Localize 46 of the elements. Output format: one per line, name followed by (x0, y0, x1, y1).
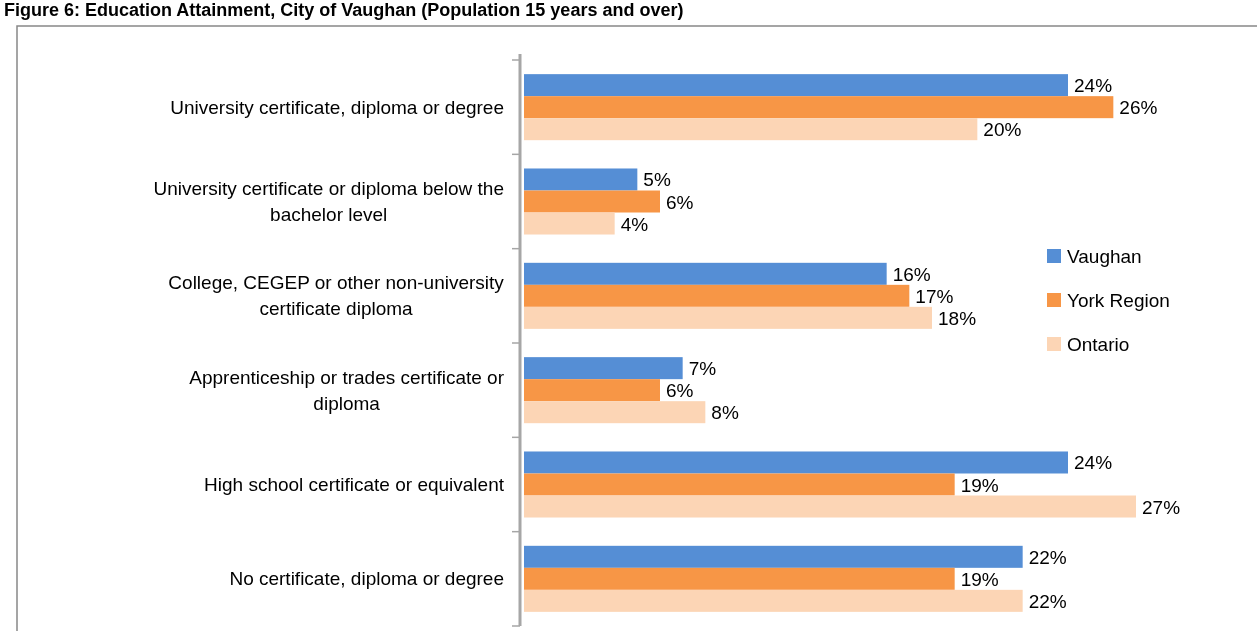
bar (524, 401, 706, 424)
bar (524, 473, 955, 496)
data-label: 6% (666, 191, 694, 212)
legend-label: Vaughan (1067, 245, 1142, 267)
bar (524, 212, 615, 235)
data-label: 6% (666, 379, 694, 401)
bar (524, 168, 638, 191)
y-tick-label: University certificate, diploma or degree (170, 96, 504, 118)
bar (524, 379, 660, 402)
y-tick-label: Apprenticeship or trades certificate or diploma (189, 366, 505, 414)
data-label: 24% (1074, 74, 1113, 96)
bar (524, 567, 955, 590)
data-label: 27% (1142, 496, 1181, 518)
data-label: 19% (960, 474, 999, 495)
y-tick-label: College, CEGEP or other non-university certificate diploma (168, 272, 505, 320)
bar (524, 284, 910, 307)
data-label: 20% (983, 118, 1022, 140)
data-label: 5% (643, 168, 671, 190)
bar (524, 74, 1068, 97)
bar (524, 306, 932, 329)
data-label: 22% (1028, 590, 1067, 612)
data-label: 4% (620, 213, 649, 235)
legend-label: Ontario (1067, 333, 1130, 355)
data-label: 17% (915, 285, 954, 307)
data-label: 18% (938, 307, 977, 329)
bar (524, 357, 683, 380)
data-label: 7% (688, 357, 717, 379)
text: Figure 6: Education Attainment, City of Vaughan (Population 15 years and over) (4, 0, 684, 20)
bar (524, 451, 1068, 474)
data-label: 8% (711, 401, 739, 423)
y-tick-label: No certificate, diploma or degree (229, 568, 505, 590)
data-label: 22% (1028, 546, 1067, 568)
bar (524, 545, 1023, 568)
bar (524, 118, 978, 141)
data-label: 26% (1119, 96, 1158, 118)
bar (524, 262, 887, 285)
data-label: 19% (960, 568, 999, 590)
data-label: 24% (1074, 451, 1113, 473)
bar (524, 589, 1023, 612)
y-tick-label: High school certificate or equivalent (204, 474, 505, 495)
bar (524, 190, 660, 213)
data-label: 16% (892, 263, 931, 285)
legend-label: York Region (1067, 289, 1170, 311)
bar (524, 96, 1114, 119)
y-tick-label: University certificate or diploma below the bachelor level (153, 178, 504, 225)
bar (524, 495, 1136, 518)
